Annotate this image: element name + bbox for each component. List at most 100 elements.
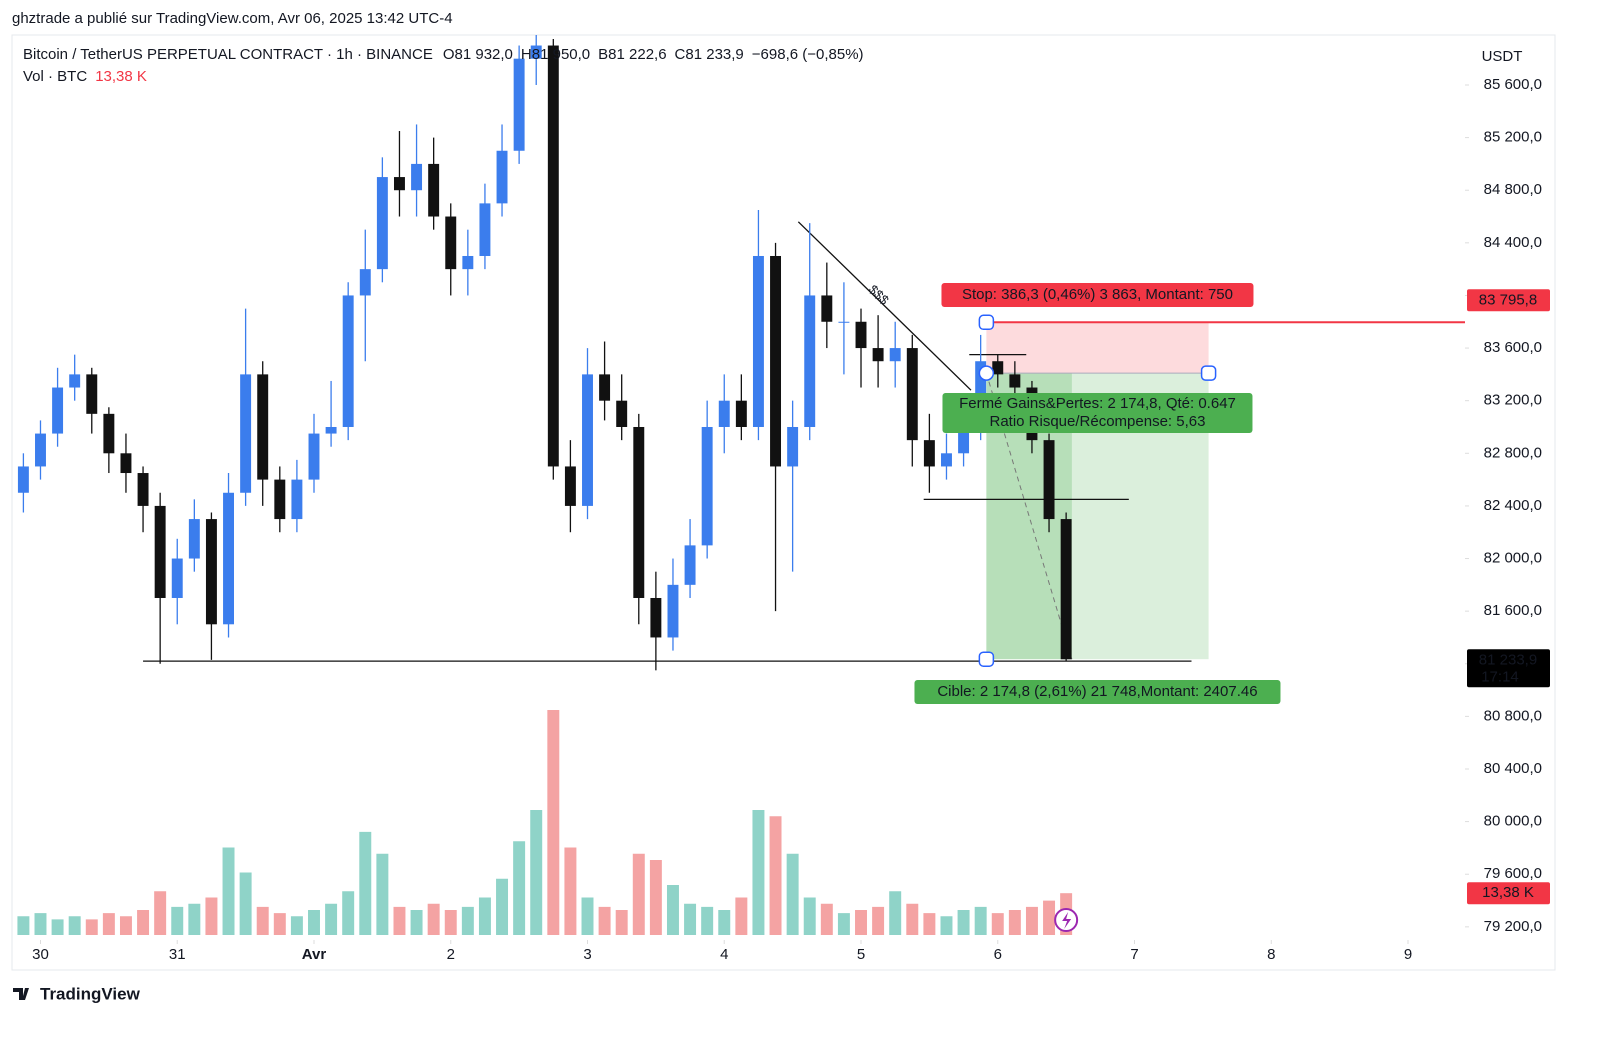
- volume-bar: [889, 891, 902, 935]
- stop-label-text: Stop: 386,3 (0,46%) 3 863, Montant: 750: [962, 286, 1233, 303]
- volume-bar: [478, 897, 491, 935]
- candle-body: [17, 466, 29, 493]
- volume-bar: [547, 710, 560, 935]
- volume-bar: [393, 906, 406, 935]
- volume-bar: [137, 910, 150, 935]
- legend-change: −698,6 (−0,85%): [752, 46, 864, 63]
- volume-tag-label: 13,38 K: [1482, 884, 1534, 901]
- x-tick-label: 8: [1267, 946, 1275, 963]
- candle-body: [941, 453, 952, 467]
- y-tick-label: 85 600,0: [1484, 76, 1542, 93]
- candle-body: [513, 58, 525, 151]
- brand: TradingView: [40, 984, 141, 1003]
- last-price-tag: [1467, 649, 1550, 688]
- stop-zone: [986, 322, 1209, 374]
- x-tick-label: 31: [169, 946, 186, 963]
- candle-body: [52, 387, 64, 434]
- candle-body: [616, 400, 628, 427]
- stop-price-tag: [1467, 289, 1550, 312]
- brand-logo: [13, 988, 29, 1000]
- volume-bar: [872, 906, 885, 935]
- volume-value: 13,38 K: [95, 68, 147, 85]
- target-label-box: [914, 680, 1281, 704]
- stop-price-label: 83 795,8: [1479, 291, 1537, 308]
- x-tick-label: 7: [1130, 946, 1138, 963]
- handle: [978, 314, 995, 331]
- volume-name: Vol · BTC: [23, 68, 87, 85]
- candle-body: [445, 216, 457, 270]
- candle-body: [855, 321, 867, 349]
- candle-body: [770, 255, 782, 467]
- volume-bar: [17, 916, 30, 935]
- volume-bar: [171, 906, 184, 935]
- candle-body: [188, 519, 200, 559]
- last-price-label: 81 233,9: [1479, 651, 1537, 668]
- volume-bar: [684, 903, 697, 935]
- volume-legend: Vol · BTC 13,38 K: [23, 68, 147, 85]
- frame: [11, 34, 1556, 971]
- target-label-text: Cible: 2 174,8 (2,61%) 21 748,Montant: 2…: [937, 683, 1257, 700]
- candle-body: [582, 374, 593, 506]
- volume-bar: [906, 903, 919, 935]
- volume-bar: [376, 853, 389, 935]
- volume-bar: [769, 816, 782, 935]
- candle-body: [462, 255, 474, 270]
- volume-bar: [222, 847, 235, 935]
- candle-body: [479, 203, 491, 256]
- volume-bar: [325, 903, 338, 935]
- legend-value: 81 932,0: [455, 46, 513, 63]
- legend: Bitcoin / TetherUS PERPETUAL CONTRACT · …: [23, 46, 864, 63]
- candle-body: [701, 426, 713, 546]
- y-tick-label: 85 200,0: [1484, 129, 1542, 146]
- y-tick-label: 84 400,0: [1484, 234, 1542, 251]
- candle-body: [103, 413, 115, 454]
- result-label-box: [942, 393, 1253, 433]
- candle-body: [154, 505, 166, 598]
- volume-bar: [666, 885, 679, 935]
- y-tick-label: 80 400,0: [1484, 760, 1542, 777]
- volume-bar: [598, 906, 611, 935]
- candle-body: [547, 45, 559, 467]
- volume-bar: [701, 906, 714, 935]
- volume-bar: [530, 810, 543, 935]
- candle-body: [992, 361, 1004, 375]
- y-tick-label: 82 800,0: [1484, 444, 1542, 461]
- candle-body: [599, 374, 611, 401]
- volume-bar: [444, 910, 457, 935]
- volume-bar: [718, 910, 731, 935]
- published-line: ghztrade a publié sur TradingView.com, A…: [12, 10, 453, 27]
- legend-value: 81 233,9: [685, 46, 743, 63]
- candle-body: [1009, 374, 1021, 388]
- countdown: 17:14: [1481, 668, 1519, 685]
- volume-bar: [239, 872, 252, 935]
- volume-bar: [940, 916, 953, 935]
- volume-bar: [359, 831, 372, 935]
- candle-body: [1043, 440, 1055, 520]
- volume-bar: [102, 913, 115, 935]
- volume-bar: [991, 913, 1004, 935]
- volume-bar: [461, 906, 474, 935]
- candle-body: [1060, 519, 1072, 660]
- volume-bar: [649, 860, 662, 935]
- candle-body: [804, 295, 816, 427]
- volume-bar: [735, 897, 748, 935]
- volume-bar: [923, 913, 936, 935]
- volume-bar: [308, 910, 320, 935]
- candle-body: [137, 473, 149, 506]
- stop-label-box: [941, 283, 1254, 307]
- x-tick-label: Avr: [302, 946, 327, 963]
- volume-bar: [68, 916, 81, 935]
- y-tick-label: 81 600,0: [1484, 602, 1542, 619]
- volume-bar: [1025, 906, 1038, 935]
- candle-body: [69, 374, 81, 388]
- candle-body: [359, 269, 371, 296]
- volume-bar: [615, 910, 628, 935]
- volume-bar: [51, 919, 64, 935]
- candle-body: [376, 177, 388, 270]
- volume-bar: [581, 897, 594, 935]
- result-label-text: Ratio Risque/Récompense: 5,63: [989, 413, 1205, 430]
- candle-body: [86, 374, 98, 414]
- candle-body: [257, 374, 269, 480]
- candle-body: [564, 466, 576, 506]
- legend-key: C: [675, 46, 686, 63]
